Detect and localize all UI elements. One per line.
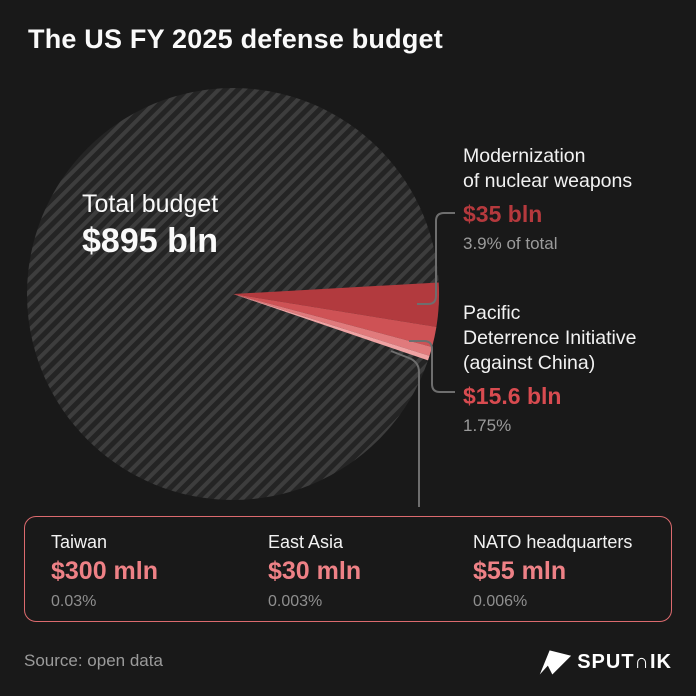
box-item-taiwan: Taiwan $300 mln 0.03%: [51, 532, 268, 621]
box-item-name: East Asia: [268, 532, 344, 552]
sputnik-arrow-icon: [539, 650, 572, 675]
annotation-title-line: (against China): [463, 352, 596, 374]
box-item-value: $55 mln: [473, 557, 567, 585]
pie-wedge: [233, 294, 433, 356]
annotation-percent: 3.9% of total: [463, 234, 558, 253]
annotation-title-line: Deterrence Initiative: [463, 327, 637, 349]
annotation-pacific-deterrence: Pacific Deterrence Initiative (against C…: [463, 301, 636, 436]
connector-line-modernization: [417, 212, 455, 305]
box-item-value: $300 mln: [51, 557, 159, 585]
annotation-title-line: Pacific: [463, 302, 521, 324]
annotation-percent: 1.75%: [463, 416, 512, 435]
box-item-percent: 0.006%: [473, 593, 528, 610]
pie-wedge: [233, 294, 430, 361]
connector-line-bottom-box: [390, 350, 420, 507]
pie-wedge: [233, 282, 440, 327]
pie-wedges: [233, 282, 440, 361]
annotation-modernization: Modernization of nuclear weapons $35 bln…: [463, 144, 632, 254]
sputnik-logo: SPUT∩IK: [538, 647, 672, 677]
annotation-title-line: of nuclear weapons: [463, 170, 633, 192]
pie-wedge: [233, 294, 437, 347]
source-note: Source: open data: [24, 651, 163, 670]
annotation-title-line: Modernization: [463, 145, 586, 167]
total-budget-label: Total budget $895 bln: [82, 190, 218, 261]
connector-line-pacific: [409, 340, 455, 393]
page-title: The US FY 2025 defense budget: [28, 24, 443, 54]
box-item-percent: 0.03%: [51, 593, 97, 610]
total-budget-value: $895 bln: [82, 222, 219, 260]
box-item-name: Taiwan: [51, 532, 108, 552]
connector-lines: [390, 212, 455, 507]
box-item-value: $30 mln: [268, 557, 362, 585]
box-item-east-asia: East Asia $30 mln 0.003%: [268, 532, 473, 621]
annotation-value: $35 bln: [463, 201, 543, 227]
small-items-box: Taiwan $300 mln 0.03% East Asia $30 mln …: [24, 516, 672, 622]
box-item-nato-headquarters: NATO headquarters $55 mln 0.006%: [473, 532, 671, 621]
box-item-name: NATO headquarters: [473, 532, 633, 552]
box-item-percent: 0.003%: [268, 593, 323, 610]
annotation-value: $15.6 bln: [463, 383, 562, 409]
total-budget-caption: Total budget: [82, 190, 219, 218]
sputnik-wordmark: SPUT∩IK: [577, 650, 672, 673]
